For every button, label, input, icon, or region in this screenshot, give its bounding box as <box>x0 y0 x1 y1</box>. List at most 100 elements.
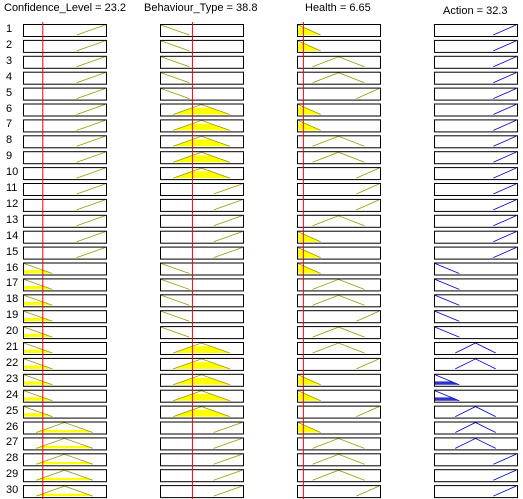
rule-14-health-cell[interactable] <box>297 230 381 244</box>
rule-22-health-cell[interactable] <box>297 357 381 371</box>
rule-2-confidence_level-cell[interactable] <box>23 39 107 53</box>
rule-2-behaviour_type-cell[interactable] <box>160 39 244 53</box>
rule-13-behaviour_type-cell[interactable] <box>160 214 244 228</box>
rule-30-behaviour_type-cell[interactable] <box>160 485 244 499</box>
rule-6-confidence_level-cell[interactable] <box>23 103 107 117</box>
rule-9-health-cell[interactable] <box>297 151 381 165</box>
rule-21-health-cell[interactable] <box>297 342 381 355</box>
rule-24-health-cell[interactable] <box>297 389 381 403</box>
rule-23-behaviour_type-cell[interactable] <box>160 373 244 387</box>
rule-8-action-cell[interactable] <box>434 135 518 149</box>
rule-12-behaviour_type-cell[interactable] <box>160 198 244 212</box>
rule-11-action-cell[interactable] <box>434 183 518 196</box>
rule-13-health-cell[interactable] <box>297 214 381 228</box>
rule-12-confidence_level-cell[interactable] <box>23 198 107 212</box>
rule-26-behaviour_type-cell[interactable] <box>160 421 244 435</box>
rule-5-action-cell[interactable] <box>434 87 518 101</box>
rule-23-confidence_level-cell[interactable] <box>23 373 107 387</box>
rule-20-action-cell[interactable] <box>434 326 518 340</box>
rule-4-behaviour_type-cell[interactable] <box>160 71 244 85</box>
rule-22-action-cell[interactable] <box>434 357 518 371</box>
rule-5-behaviour_type-cell[interactable] <box>160 87 244 101</box>
rule-28-behaviour_type-cell[interactable] <box>160 453 244 467</box>
rule-15-behaviour_type-cell[interactable] <box>160 246 244 260</box>
rule-11-confidence_level-cell[interactable] <box>23 183 107 196</box>
rule-6-behaviour_type-cell[interactable] <box>160 103 244 117</box>
rule-29-health-cell[interactable] <box>297 469 381 483</box>
rule-13-action-cell[interactable] <box>434 214 518 228</box>
rule-28-action-cell[interactable] <box>434 453 518 467</box>
rule-15-action-cell[interactable] <box>434 246 518 260</box>
rule-27-health-cell[interactable] <box>297 437 381 451</box>
rule-2-health-cell[interactable] <box>297 39 381 53</box>
rule-18-confidence_level-cell[interactable] <box>23 294 107 308</box>
rule-20-behaviour_type-cell[interactable] <box>160 326 244 340</box>
rule-7-behaviour_type-cell[interactable] <box>160 119 244 133</box>
rule-9-action-cell[interactable] <box>434 151 518 165</box>
rule-7-action-cell[interactable] <box>434 119 518 133</box>
rule-29-confidence_level-cell[interactable] <box>23 469 107 483</box>
rule-1-behaviour_type-cell[interactable] <box>160 24 244 37</box>
rule-30-health-cell[interactable] <box>297 485 381 499</box>
rule-17-action-cell[interactable] <box>434 278 518 292</box>
rule-14-confidence_level-cell[interactable] <box>23 230 107 244</box>
rule-19-confidence_level-cell[interactable] <box>23 310 107 324</box>
rule-5-health-cell[interactable] <box>297 87 381 101</box>
rule-21-behaviour_type-cell[interactable] <box>160 342 244 355</box>
rule-28-health-cell[interactable] <box>297 453 381 467</box>
rule-20-confidence_level-cell[interactable] <box>23 326 107 340</box>
rule-17-confidence_level-cell[interactable] <box>23 278 107 292</box>
rule-18-action-cell[interactable] <box>434 294 518 308</box>
rule-1-health-cell[interactable] <box>297 24 381 37</box>
rule-14-action-cell[interactable] <box>434 230 518 244</box>
rule-27-behaviour_type-cell[interactable] <box>160 437 244 451</box>
rule-7-health-cell[interactable] <box>297 119 381 133</box>
rule-3-behaviour_type-cell[interactable] <box>160 55 244 69</box>
rule-8-confidence_level-cell[interactable] <box>23 135 107 149</box>
rule-25-action-cell[interactable] <box>434 405 518 419</box>
rule-26-confidence_level-cell[interactable] <box>23 421 107 435</box>
rule-16-action-cell[interactable] <box>434 262 518 276</box>
rule-23-action-cell[interactable] <box>434 373 518 387</box>
rule-10-confidence_level-cell[interactable] <box>23 167 107 181</box>
rule-10-health-cell[interactable] <box>297 167 381 181</box>
rule-22-behaviour_type-cell[interactable] <box>160 357 244 371</box>
rule-19-behaviour_type-cell[interactable] <box>160 310 244 324</box>
rule-9-behaviour_type-cell[interactable] <box>160 151 244 165</box>
rule-16-health-cell[interactable] <box>297 262 381 276</box>
rule-7-confidence_level-cell[interactable] <box>23 119 107 133</box>
rule-5-confidence_level-cell[interactable] <box>23 87 107 101</box>
rule-14-behaviour_type-cell[interactable] <box>160 230 244 244</box>
rule-13-confidence_level-cell[interactable] <box>23 214 107 228</box>
rule-17-health-cell[interactable] <box>297 278 381 292</box>
rule-15-health-cell[interactable] <box>297 246 381 260</box>
rule-8-behaviour_type-cell[interactable] <box>160 135 244 149</box>
rule-8-health-cell[interactable] <box>297 135 381 149</box>
rule-11-health-cell[interactable] <box>297 183 381 196</box>
rule-27-action-cell[interactable] <box>434 437 518 451</box>
rule-6-action-cell[interactable] <box>434 103 518 117</box>
rule-22-confidence_level-cell[interactable] <box>23 357 107 371</box>
rule-15-confidence_level-cell[interactable] <box>23 246 107 260</box>
rule-26-health-cell[interactable] <box>297 421 381 435</box>
rule-10-behaviour_type-cell[interactable] <box>160 167 244 181</box>
rule-3-confidence_level-cell[interactable] <box>23 55 107 69</box>
rule-3-action-cell[interactable] <box>434 55 518 69</box>
rule-21-action-cell[interactable] <box>434 342 518 355</box>
rule-27-confidence_level-cell[interactable] <box>23 437 107 451</box>
rule-16-confidence_level-cell[interactable] <box>23 262 107 276</box>
rule-29-behaviour_type-cell[interactable] <box>160 469 244 483</box>
rule-2-action-cell[interactable] <box>434 39 518 53</box>
rule-29-action-cell[interactable] <box>434 469 518 483</box>
rule-19-action-cell[interactable] <box>434 310 518 324</box>
rule-6-health-cell[interactable] <box>297 103 381 117</box>
rule-23-health-cell[interactable] <box>297 373 381 387</box>
rule-10-action-cell[interactable] <box>434 167 518 181</box>
rule-4-confidence_level-cell[interactable] <box>23 71 107 85</box>
rule-9-confidence_level-cell[interactable] <box>23 151 107 165</box>
rule-1-confidence_level-cell[interactable] <box>23 24 107 37</box>
rule-11-behaviour_type-cell[interactable] <box>160 183 244 196</box>
rule-4-action-cell[interactable] <box>434 71 518 85</box>
rule-16-behaviour_type-cell[interactable] <box>160 262 244 276</box>
